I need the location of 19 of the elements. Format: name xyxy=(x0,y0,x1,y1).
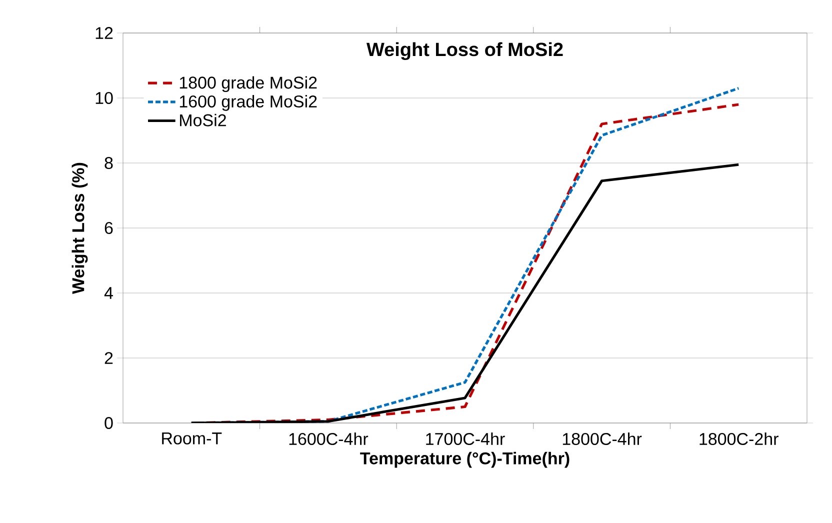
x-tick-label: 1800C-4hr xyxy=(562,432,642,446)
chart-title: Weight Loss of MoSi2 xyxy=(366,42,563,60)
y-tick-label: 12 xyxy=(96,27,113,39)
line-series xyxy=(190,163,740,424)
x-tick-label: 1800C-2hr xyxy=(700,432,778,446)
legend-label: 1600 grade MoSi2 xyxy=(180,95,317,111)
legend-label: 1800 grade MoSi2 xyxy=(180,76,317,92)
x-tick-label: 1700C-4hr xyxy=(426,432,505,446)
y-tick-label: 6 xyxy=(104,222,113,234)
x-tick-label: Room-T xyxy=(162,432,222,444)
x-tick-label: 1600C-4hr xyxy=(289,432,368,446)
y-tick-label: 2 xyxy=(104,352,113,364)
y-tick-label: 4 xyxy=(104,287,113,299)
legend-label: MoSi2 xyxy=(180,114,226,126)
x-axis-title: Temperature (°C)-Time(hr) xyxy=(360,452,570,468)
y-tick-label: 8 xyxy=(104,156,113,170)
y-axis-title: Weight Loss (%) xyxy=(72,162,88,294)
y-tick-label: 0 xyxy=(104,416,113,430)
y-tick-label: 10 xyxy=(96,92,113,104)
